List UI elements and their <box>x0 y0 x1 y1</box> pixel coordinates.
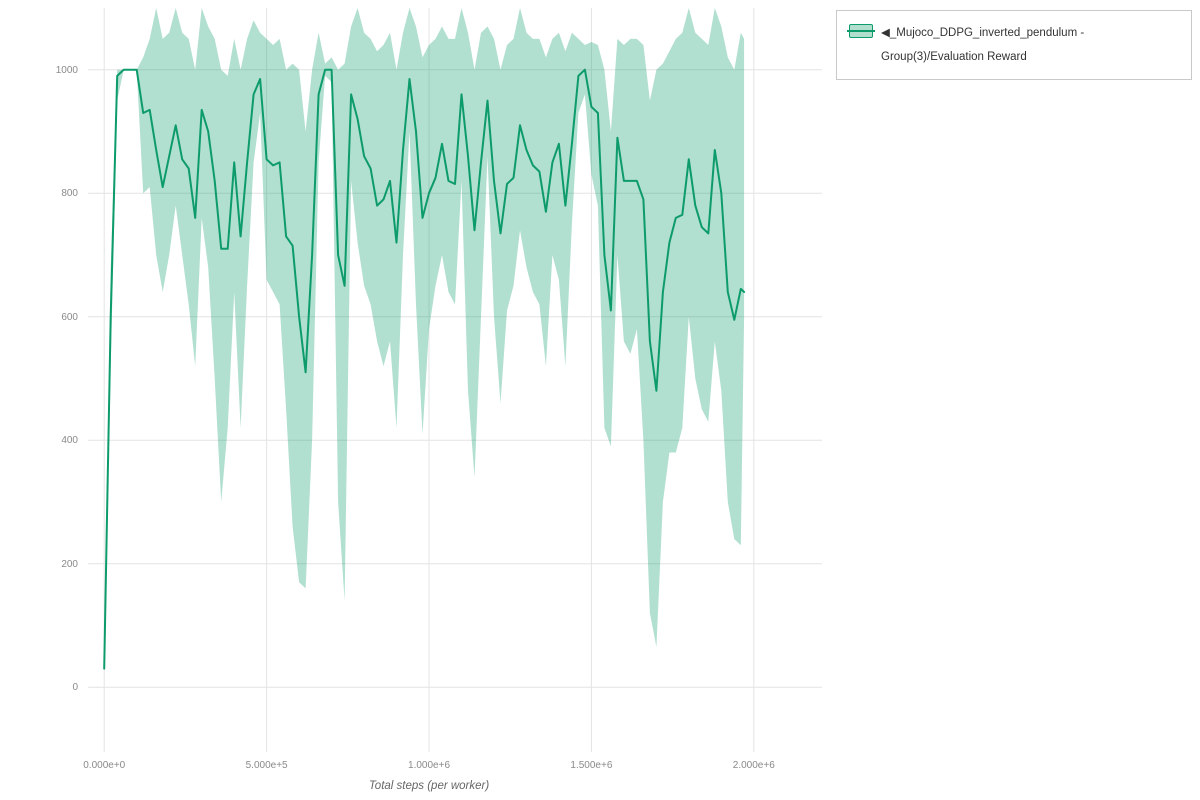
y-tick-label: 400 <box>61 435 78 447</box>
y-tick-label: 200 <box>61 558 78 570</box>
series-swatch-icon <box>847 24 875 38</box>
x-tick-label: 1.000e+6 <box>408 760 451 771</box>
x-tick-label: 0.000e+0 <box>83 760 126 771</box>
x-tick-label: 1.500e+6 <box>570 760 613 771</box>
y-tick-label: 600 <box>61 311 78 323</box>
y-tick-label: 800 <box>61 188 78 200</box>
x-tick-label: 2.000e+6 <box>732 760 775 771</box>
y-tick-label: 0 <box>72 682 78 694</box>
y-tick-label: 1000 <box>55 64 78 76</box>
confidence-band <box>104 8 745 672</box>
mean-line <box>103 68 746 670</box>
x-axis-title: Total steps (per worker) <box>368 780 490 792</box>
plot-area[interactable] <box>88 8 822 752</box>
x-tick-label: 5.000e+5 <box>245 760 288 771</box>
legend-item[interactable]: ◀_Mujoco_DDPG_inverted_pendulum - Group(… <box>847 21 1179 69</box>
legend: ◀_Mujoco_DDPG_inverted_pendulum - Group(… <box>836 10 1192 81</box>
legend-label: ◀_Mujoco_DDPG_inverted_pendulum - Group(… <box>881 27 1085 64</box>
